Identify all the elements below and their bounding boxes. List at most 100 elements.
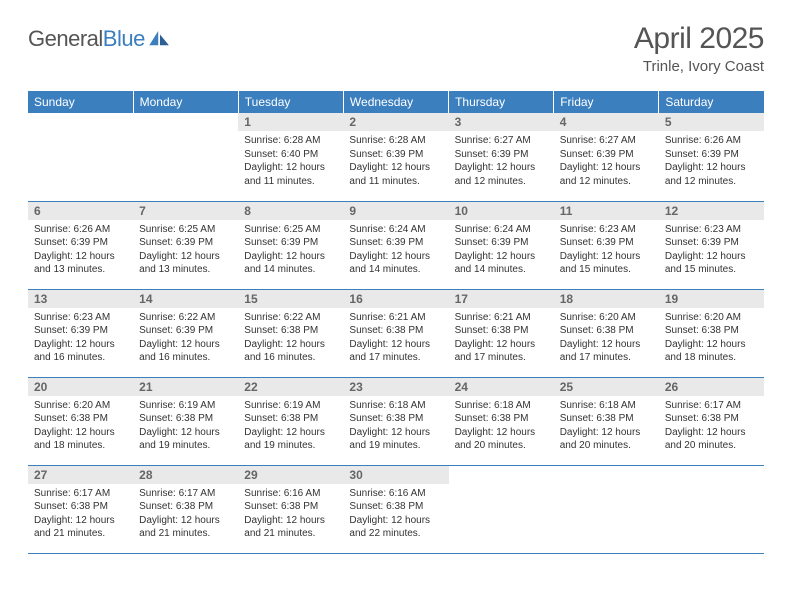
- sunrise-line: Sunrise: 6:21 AM: [349, 311, 442, 325]
- daylight-line: Daylight: 12 hours and 21 minutes.: [34, 514, 127, 541]
- day-body: Sunrise: 6:16 AMSunset: 6:38 PMDaylight:…: [238, 484, 343, 545]
- day-number: 15: [238, 290, 343, 308]
- sunset-line: Sunset: 6:39 PM: [139, 236, 232, 250]
- sunrise-line: Sunrise: 6:18 AM: [349, 399, 442, 413]
- daylight-line: Daylight: 12 hours and 18 minutes.: [34, 426, 127, 453]
- col-thursday: Thursday: [449, 91, 554, 113]
- calendar-cell: 10Sunrise: 6:24 AMSunset: 6:39 PMDayligh…: [449, 201, 554, 289]
- day-body: Sunrise: 6:27 AMSunset: 6:39 PMDaylight:…: [449, 131, 554, 192]
- day-number: 25: [554, 378, 659, 396]
- daylight-line: Daylight: 12 hours and 21 minutes.: [139, 514, 232, 541]
- daylight-line: Daylight: 12 hours and 18 minutes.: [665, 338, 758, 365]
- day-number: 10: [449, 202, 554, 220]
- sunset-line: Sunset: 6:38 PM: [349, 324, 442, 338]
- sunrise-line: Sunrise: 6:23 AM: [665, 223, 758, 237]
- day-number: 3: [449, 113, 554, 131]
- day-number: 18: [554, 290, 659, 308]
- day-body: Sunrise: 6:24 AMSunset: 6:39 PMDaylight:…: [449, 220, 554, 281]
- day-body: Sunrise: 6:28 AMSunset: 6:40 PMDaylight:…: [238, 131, 343, 192]
- day-number: 23: [343, 378, 448, 396]
- sunrise-line: Sunrise: 6:22 AM: [244, 311, 337, 325]
- calendar-cell: 5Sunrise: 6:26 AMSunset: 6:39 PMDaylight…: [659, 113, 764, 201]
- daylight-line: Daylight: 12 hours and 16 minutes.: [34, 338, 127, 365]
- calendar-cell: 3Sunrise: 6:27 AMSunset: 6:39 PMDaylight…: [449, 113, 554, 201]
- sunset-line: Sunset: 6:39 PM: [455, 148, 548, 162]
- day-body: Sunrise: 6:27 AMSunset: 6:39 PMDaylight:…: [554, 131, 659, 192]
- sunrise-line: Sunrise: 6:19 AM: [139, 399, 232, 413]
- sunset-line: Sunset: 6:38 PM: [560, 324, 653, 338]
- sunset-line: Sunset: 6:38 PM: [455, 324, 548, 338]
- calendar-page: GeneralBlue April 2025 Trinle, Ivory Coa…: [0, 0, 792, 572]
- day-body: Sunrise: 6:17 AMSunset: 6:38 PMDaylight:…: [28, 484, 133, 545]
- daylight-line: Daylight: 12 hours and 20 minutes.: [560, 426, 653, 453]
- sunrise-line: Sunrise: 6:23 AM: [560, 223, 653, 237]
- calendar-cell: 17Sunrise: 6:21 AMSunset: 6:38 PMDayligh…: [449, 289, 554, 377]
- sunrise-line: Sunrise: 6:22 AM: [139, 311, 232, 325]
- calendar-table: Sunday Monday Tuesday Wednesday Thursday…: [28, 91, 764, 554]
- sunrise-line: Sunrise: 6:25 AM: [139, 223, 232, 237]
- calendar-row: 1Sunrise: 6:28 AMSunset: 6:40 PMDaylight…: [28, 113, 764, 201]
- daylight-line: Daylight: 12 hours and 12 minutes.: [455, 161, 548, 188]
- day-body: Sunrise: 6:26 AMSunset: 6:39 PMDaylight:…: [28, 220, 133, 281]
- daylight-line: Daylight: 12 hours and 16 minutes.: [244, 338, 337, 365]
- day-body: Sunrise: 6:25 AMSunset: 6:39 PMDaylight:…: [238, 220, 343, 281]
- day-body: [449, 484, 554, 491]
- day-number: 9: [343, 202, 448, 220]
- calendar-cell: [449, 465, 554, 553]
- month-title: April 2025: [634, 22, 764, 56]
- day-number: 28: [133, 466, 238, 484]
- day-body: Sunrise: 6:16 AMSunset: 6:38 PMDaylight:…: [343, 484, 448, 545]
- sunset-line: Sunset: 6:39 PM: [560, 236, 653, 250]
- calendar-cell: 30Sunrise: 6:16 AMSunset: 6:38 PMDayligh…: [343, 465, 448, 553]
- calendar-cell: 2Sunrise: 6:28 AMSunset: 6:39 PMDaylight…: [343, 113, 448, 201]
- day-body: Sunrise: 6:18 AMSunset: 6:38 PMDaylight:…: [554, 396, 659, 457]
- daylight-line: Daylight: 12 hours and 13 minutes.: [34, 250, 127, 277]
- calendar-cell: 18Sunrise: 6:20 AMSunset: 6:38 PMDayligh…: [554, 289, 659, 377]
- sunset-line: Sunset: 6:39 PM: [560, 148, 653, 162]
- day-body: Sunrise: 6:20 AMSunset: 6:38 PMDaylight:…: [554, 308, 659, 369]
- day-body: Sunrise: 6:22 AMSunset: 6:38 PMDaylight:…: [238, 308, 343, 369]
- day-body: [659, 484, 764, 491]
- day-number: 8: [238, 202, 343, 220]
- day-body: Sunrise: 6:18 AMSunset: 6:38 PMDaylight:…: [343, 396, 448, 457]
- calendar-cell: 1Sunrise: 6:28 AMSunset: 6:40 PMDaylight…: [238, 113, 343, 201]
- calendar-cell: [554, 465, 659, 553]
- sunset-line: Sunset: 6:39 PM: [349, 148, 442, 162]
- day-body: Sunrise: 6:17 AMSunset: 6:38 PMDaylight:…: [133, 484, 238, 545]
- calendar-row: 6Sunrise: 6:26 AMSunset: 6:39 PMDaylight…: [28, 201, 764, 289]
- logo-word-blue: Blue: [103, 26, 145, 51]
- col-wednesday: Wednesday: [343, 91, 448, 113]
- calendar-row: 20Sunrise: 6:20 AMSunset: 6:38 PMDayligh…: [28, 377, 764, 465]
- sunset-line: Sunset: 6:38 PM: [560, 412, 653, 426]
- col-sunday: Sunday: [28, 91, 133, 113]
- daylight-line: Daylight: 12 hours and 11 minutes.: [349, 161, 442, 188]
- calendar-cell: 9Sunrise: 6:24 AMSunset: 6:39 PMDaylight…: [343, 201, 448, 289]
- day-body: Sunrise: 6:20 AMSunset: 6:38 PMDaylight:…: [659, 308, 764, 369]
- calendar-cell: 13Sunrise: 6:23 AMSunset: 6:39 PMDayligh…: [28, 289, 133, 377]
- daylight-line: Daylight: 12 hours and 17 minutes.: [455, 338, 548, 365]
- sunset-line: Sunset: 6:39 PM: [244, 236, 337, 250]
- col-saturday: Saturday: [659, 91, 764, 113]
- calendar-row: 27Sunrise: 6:17 AMSunset: 6:38 PMDayligh…: [28, 465, 764, 553]
- sunrise-line: Sunrise: 6:25 AM: [244, 223, 337, 237]
- daylight-line: Daylight: 12 hours and 12 minutes.: [560, 161, 653, 188]
- day-body: Sunrise: 6:21 AMSunset: 6:38 PMDaylight:…: [343, 308, 448, 369]
- calendar-cell: 15Sunrise: 6:22 AMSunset: 6:38 PMDayligh…: [238, 289, 343, 377]
- sunset-line: Sunset: 6:38 PM: [244, 412, 337, 426]
- daylight-line: Daylight: 12 hours and 13 minutes.: [139, 250, 232, 277]
- day-number: 26: [659, 378, 764, 396]
- day-number: 13: [28, 290, 133, 308]
- calendar-cell: 20Sunrise: 6:20 AMSunset: 6:38 PMDayligh…: [28, 377, 133, 465]
- day-body: Sunrise: 6:19 AMSunset: 6:38 PMDaylight:…: [238, 396, 343, 457]
- page-header: GeneralBlue April 2025 Trinle, Ivory Coa…: [28, 22, 764, 75]
- sunset-line: Sunset: 6:39 PM: [34, 236, 127, 250]
- daylight-line: Daylight: 12 hours and 22 minutes.: [349, 514, 442, 541]
- day-body: Sunrise: 6:24 AMSunset: 6:39 PMDaylight:…: [343, 220, 448, 281]
- day-body: Sunrise: 6:19 AMSunset: 6:38 PMDaylight:…: [133, 396, 238, 457]
- calendar-cell: 6Sunrise: 6:26 AMSunset: 6:39 PMDaylight…: [28, 201, 133, 289]
- brand-logo: GeneralBlue: [28, 22, 171, 52]
- calendar-cell: 19Sunrise: 6:20 AMSunset: 6:38 PMDayligh…: [659, 289, 764, 377]
- calendar-body: 1Sunrise: 6:28 AMSunset: 6:40 PMDaylight…: [28, 113, 764, 553]
- sunrise-line: Sunrise: 6:27 AM: [455, 134, 548, 148]
- day-body: Sunrise: 6:28 AMSunset: 6:39 PMDaylight:…: [343, 131, 448, 192]
